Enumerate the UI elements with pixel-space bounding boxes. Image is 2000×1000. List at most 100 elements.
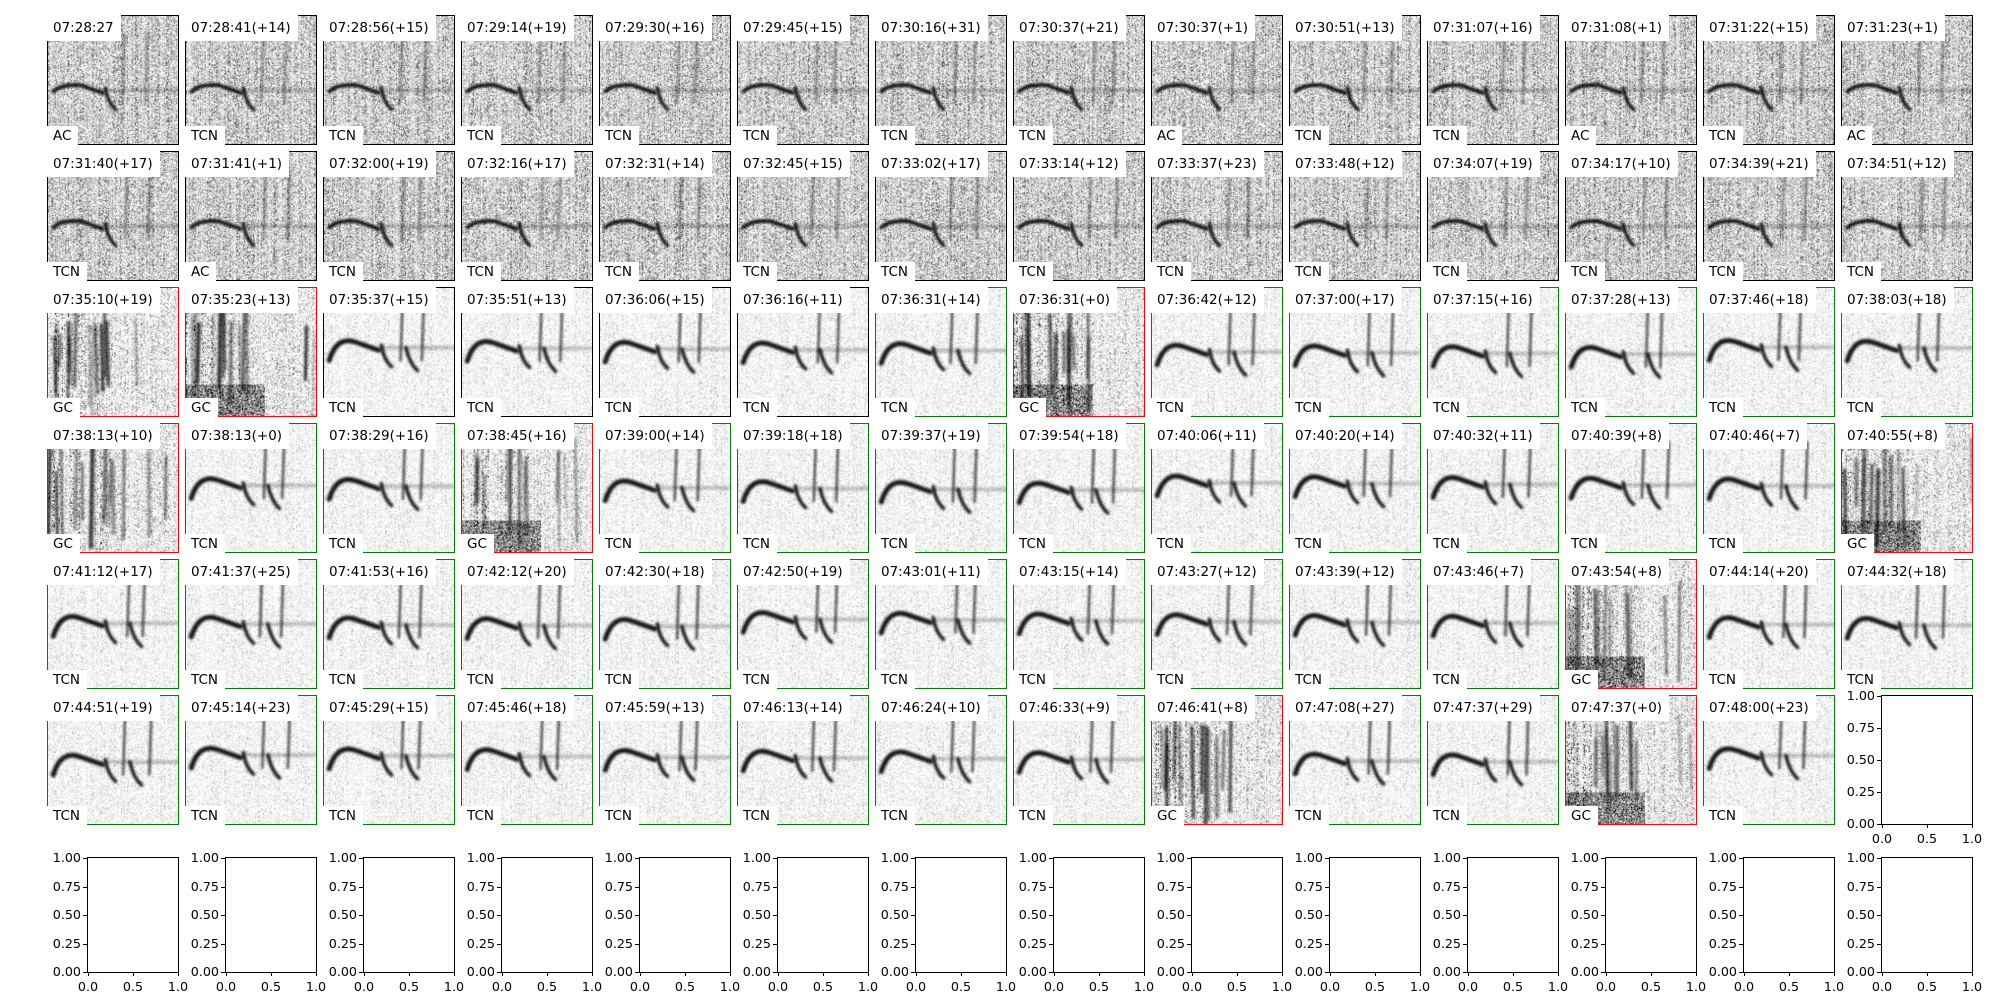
x-tick-mark [1513,972,1514,976]
spectrogram-panel: 07:33:37(+23) TCN [1151,151,1283,281]
spectrogram-panel: 07:46:24(+10) TCN [875,695,1007,825]
y-tick-label: 1.00 [1846,688,1875,703]
y-tick-label: 0.75 [604,878,633,894]
spectrogram-panel: 07:31:23(+1) AC [1841,15,1973,145]
spectrogram-panel: 07:38:03(+18) TCN [1841,287,1973,417]
spectrogram-panel: 07:44:32(+18) TCN [1841,559,1973,689]
panel-class-label: TCN [1427,670,1467,689]
y-tick-label: 0.25 [1846,935,1875,951]
panel-time-label: 07:42:12(+20) [461,559,574,585]
y-tick-mark [1325,972,1329,973]
panel-class-label: TCN [323,534,363,553]
empty-axes: 0.00 0.25 0.50 0.75 1.00 0.0 0.5 1.0 [191,851,326,994]
y-tick-mark [1463,915,1467,916]
x-tick-mark [1099,972,1100,976]
spectrogram-panel: 07:40:39(+8) TCN [1565,423,1697,553]
panel-time-label: 07:46:24(+10) [875,695,988,721]
y-tick-mark [1601,886,1605,888]
panel-time-label: 07:33:14(+12) [1013,151,1126,177]
y-tick-mark [1463,943,1467,945]
spectrogram-panel: 07:34:17(+10) TCN [1565,151,1697,281]
y-tick-mark [1739,943,1743,945]
x-tick-label: 1.0 [1271,979,1293,994]
panel-time-label: 07:39:54(+18) [1013,423,1126,449]
panel-class-label: TCN [461,398,501,417]
spectrogram-panel: 07:31:40(+17) TCN [47,151,179,281]
y-tick-mark [83,943,87,945]
x-tick-mark [868,972,869,976]
spectrogram-panel: 07:36:31(+0) GC [1013,287,1145,417]
y-tick-label: 1.00 [880,850,909,865]
spectrogram-panel: 07:31:41(+1) AC [185,151,317,281]
y-tick-mark [635,972,639,973]
panel-time-label: 07:37:28(+13) [1565,287,1678,313]
y-tick-label: 0.00 [1708,964,1737,979]
y-tick-mark [911,915,915,916]
panel-class-label: TCN [185,806,225,825]
x-tick-mark [409,972,410,976]
panel-time-label: 07:30:37(+21) [1013,15,1126,41]
panel-class-label: TCN [1151,398,1191,417]
panel-class-label: TCN [323,398,363,417]
panel-class-label: TCN [1703,534,1743,553]
y-tick-mark [221,972,225,973]
x-tick-mark [1375,972,1376,976]
y-tick-label: 0.50 [1708,907,1737,922]
y-tick-label: 0.25 [1432,935,1461,951]
x-tick-label: 0.0 [1595,979,1617,994]
panel-time-label: 07:48:00(+23) [1703,695,1816,721]
spectrogram-panel: 07:32:00(+19) TCN [323,151,455,281]
y-tick-mark [83,915,87,916]
panel-time-label: 07:35:23(+13) [185,287,298,313]
empty-axes: 0.00 0.25 0.50 0.75 1.00 0.0 0.5 1.0 [1571,851,1706,994]
panel-class-label: TCN [323,806,363,825]
y-tick-label: 1.00 [1708,850,1737,865]
y-tick-label: 0.25 [190,935,219,951]
panel-class-label: TCN [737,534,777,553]
panel-time-label: 07:30:51(+13) [1289,15,1402,41]
y-tick-mark [1049,915,1053,916]
panel-class-label: GC [461,534,494,553]
x-tick-mark [685,972,686,976]
panel-class-label: TCN [461,806,501,825]
y-tick-label: 0.00 [1570,964,1599,979]
spectrogram-panel: 07:35:23(+13) GC [185,287,317,417]
panel-class-label: TCN [737,670,777,689]
panel-time-label: 07:40:55(+8) [1841,423,1946,449]
spectrogram-panel: 07:30:16(+31) TCN [875,15,1007,145]
y-tick-mark [1187,943,1191,945]
spectrogram-panel: 07:32:31(+14) TCN [599,151,731,281]
x-tick-label: 0.5 [1916,831,1938,846]
panel-class-label: TCN [1289,670,1329,689]
y-tick-mark [359,915,363,916]
y-tick-label: 0.00 [880,964,909,979]
x-tick-mark [640,972,641,976]
panel-class-label: TCN [1841,670,1881,689]
panel-time-label: 07:42:50(+19) [737,559,850,585]
panel-time-label: 07:45:29(+15) [323,695,436,721]
y-tick-label: 0.00 [1018,964,1047,979]
x-tick-label: 1.0 [719,979,741,994]
panel-time-label: 07:36:06(+15) [599,287,712,313]
empty-axes: 0.00 0.25 0.50 0.75 1.00 0.0 0.5 1.0 [743,851,878,994]
y-tick-label: 0.00 [1846,964,1875,979]
panel-class-label: TCN [1013,126,1053,145]
x-tick-mark [592,972,593,976]
y-tick-label: 0.50 [52,907,81,922]
panel-time-label: 07:43:01(+11) [875,559,988,585]
panel-class-label: TCN [1013,806,1053,825]
spectrogram-panel: 07:31:08(+1) AC [1565,15,1697,145]
spectrogram-panel: 07:41:53(+16) TCN [323,559,455,689]
panel-time-label: 07:38:03(+18) [1841,287,1954,313]
y-tick-label: 1.00 [1294,850,1323,865]
x-tick-label: 0.0 [905,979,927,994]
spectrogram-panel: 07:38:45(+16) GC [461,423,593,553]
y-tick-mark [1325,886,1329,888]
y-tick-label: 0.25 [1708,935,1737,951]
panel-time-label: 07:30:16(+31) [875,15,988,41]
spectrogram-panel: 07:36:16(+11) TCN [737,287,869,417]
y-tick-label: 0.75 [1018,878,1047,894]
y-tick-mark [1049,943,1053,945]
x-tick-mark [1558,972,1559,976]
spectrogram-panel: 07:30:37(+1) AC [1151,15,1283,145]
